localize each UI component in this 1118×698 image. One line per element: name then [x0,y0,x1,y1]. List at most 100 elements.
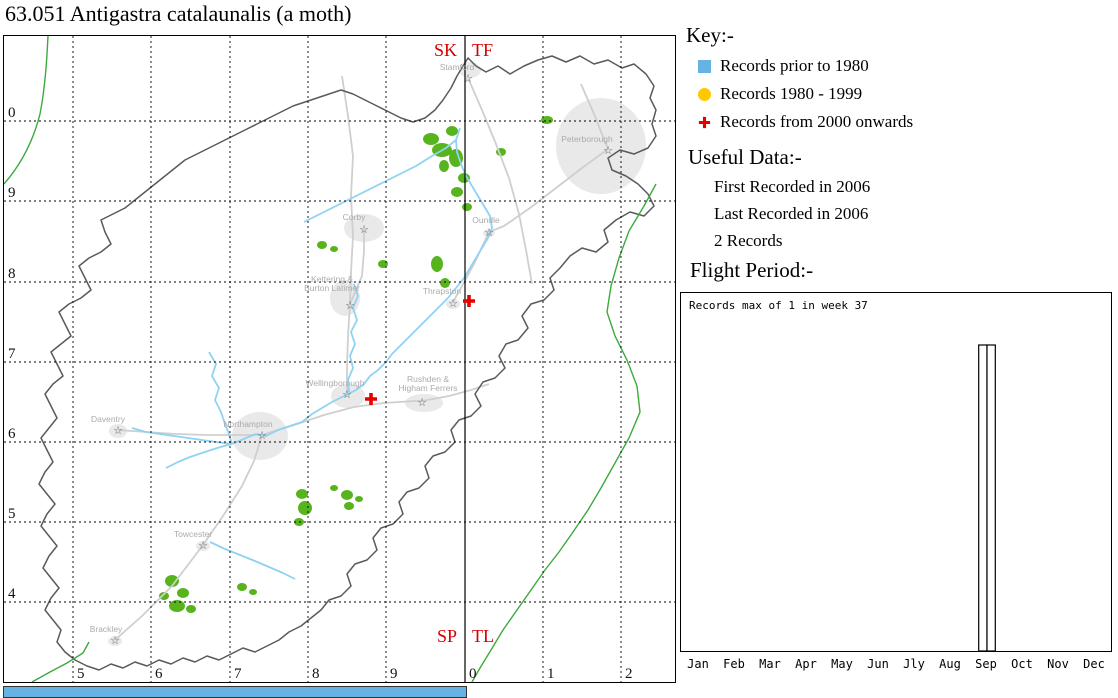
river-line [303,139,457,223]
woodland-patch [159,592,169,600]
woodland-patch [451,187,463,197]
woodland-patch [440,278,450,288]
town-star-icon: ☆ [110,634,120,647]
last-recorded-line: Last Recorded in 2006 [714,204,869,223]
town-star-icon: ☆ [198,539,208,552]
town-label: Kettering & [311,274,353,284]
woodland-patch [423,133,439,145]
woodland-patch [249,589,257,595]
woodland-patch [177,588,189,598]
month-label: Jun [867,657,889,671]
road-line [467,77,533,285]
woodland-patch [462,203,472,211]
grid-col-label: 1 [547,666,555,682]
grid-row-label: 8 [8,266,16,282]
legend-label-1980-1999: Records 1980 - 1999 [720,84,863,103]
month-label: Nov [1047,657,1069,671]
month-label: May [831,657,853,671]
month-axis: Jan Feb Mar Apr May Jun Jly Aug Sep Oct Nov Dec [680,657,1112,671]
hundred-km-letter: SP [437,626,457,646]
yellow-circle-icon [698,87,711,101]
record-marker-2000-onwards [365,393,377,405]
urban-area [108,636,122,646]
town-star-icon: ☆ [448,297,458,310]
woodland-patch [341,490,353,500]
town-star-icon: ☆ [463,72,473,85]
adjacent-county-boundary [4,36,49,185]
woodland-patch [449,149,463,167]
town-label: Thrapston [423,286,462,296]
woodland-patch [439,160,449,172]
woodland-patch [458,173,470,183]
bottom-blue-strip [3,686,467,698]
woodland-patch [446,126,458,136]
grid-row-label: 7 [8,346,16,362]
flight-period-bar [986,344,996,651]
road-line [452,148,609,303]
town-star-icon: ☆ [603,144,613,157]
grid-col-label: 5 [77,666,85,682]
town-label: Rushden & [407,374,449,384]
woodland-patch [431,256,443,272]
town-label: Corby [343,212,366,222]
river-line [208,351,233,445]
town-label: Stamford [440,62,475,72]
first-recorded-line: First Recorded in 2006 [714,177,871,196]
road-line [580,83,609,150]
legend-label-prior-1980: Records prior to 1980 [720,56,869,75]
key-heading: Key:- [686,23,734,47]
town-label: Towcester [174,529,212,539]
town-label: Northampton [223,419,272,429]
woodland-patch [541,116,553,124]
grid-row-label: 5 [8,506,16,522]
month-label: Jan [687,657,709,671]
woodland-patch [317,241,327,249]
grid-col-label: 9 [390,666,398,682]
grid-row-label: 6 [8,426,16,442]
woodland-patch [298,501,312,515]
legend: Records prior to 1980 Records 1980 - 199… [698,52,913,136]
flight-period-plot-area [978,344,996,651]
road-line [114,544,204,641]
hundred-km-letter: TL [472,626,494,646]
legend-label-2000-onwards: Records from 2000 onwards [720,112,914,131]
county-boundary [38,55,657,671]
town-label: Burton Latimer [304,283,360,293]
woodland-patch [330,485,338,491]
grid-col-label: 8 [312,666,320,682]
adjacent-county-boundary [471,183,657,682]
urban-area [109,424,127,438]
road-line [341,75,354,393]
month-label: Dec [1083,657,1105,671]
urban-area [232,412,288,460]
road-line [202,434,263,546]
useful-data-heading: Useful Data:- [688,145,802,169]
useful-data-lines: First Recorded in 2006 Last Recorded in … [714,173,870,254]
town-star-icon: ☆ [342,388,352,401]
grid-col-label: 7 [234,666,242,682]
woodland-patch [237,583,247,591]
town-label: Higham Ferrers [398,383,457,393]
town-label: Brackley [90,624,123,634]
woodland-patch [355,496,363,502]
river-line [231,127,493,445]
month-label: Mar [759,657,781,671]
species-title: 63.051 Antigastra catalaunalis (a moth) [5,1,352,26]
woodland-patch [378,260,388,268]
river-line [209,541,296,580]
grid-row-label: 0 [8,105,16,121]
grid-col-label: 6 [155,666,163,682]
adjacent-county-boundary [31,641,90,682]
town-star-icon: ☆ [257,429,267,442]
month-label: Feb [723,657,745,671]
river-line [347,283,359,393]
flight-period-chart: Records max of 1 in week 37 [680,292,1112,652]
month-label: Oct [1011,657,1033,671]
woodland-patch [165,575,179,587]
month-label: Sep [975,657,997,671]
record-marker-2000-onwards [463,295,475,307]
distribution-map-panel: 0 9 8 7 6 5 4 5 6 7 8 9 0 1 2 SK TF SP TL ☆ Stamford ☆ Peterbo… [3,35,676,683]
flight-period-bar [978,344,988,651]
woodland-patch [344,502,354,510]
grid-row-label: 9 [8,185,16,201]
